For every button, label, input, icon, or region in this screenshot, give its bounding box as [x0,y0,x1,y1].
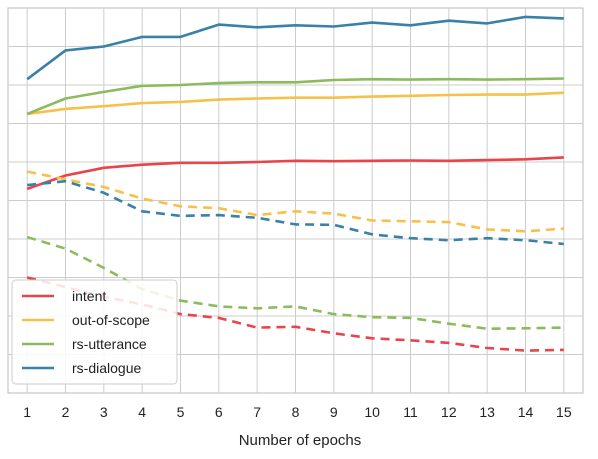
legend-label-rs-utterance: rs-utterance [72,336,147,352]
series-line-rs-utterance-dashed [26,235,564,331]
series-line-intent-solid [26,156,564,191]
legend-label-rs-dialogue: rs-dialogue [72,360,141,376]
legend-label-intent: intent [72,288,106,304]
series-line-rs-utterance-solid [26,77,564,116]
x-tick-label: 10 [364,404,380,420]
x-tick-label: 1 [23,404,31,420]
series-line-out-of-scope-solid [27,91,564,116]
x-tick-label: 3 [100,404,108,420]
x-tick-label: 14 [518,404,534,420]
x-tick-label: 15 [556,404,572,420]
x-axis-tick-labels: 1 2 3 4 5 6 7 8 9 10 11 12 13 14 15 [23,404,572,420]
x-tick-label: 5 [177,404,185,420]
legend-label-out-of-scope: out-of-scope [72,312,150,328]
x-tick-label: 7 [253,404,261,420]
legend-box [11,279,178,385]
x-tick-label: 13 [479,404,495,420]
x-axis-label: Number of epochs [239,432,362,449]
series-line-rs-dialogue-dashed [27,179,564,246]
x-tick-label: 11 [403,404,418,420]
x-tick-label: 12 [441,404,457,420]
x-tick-label: 6 [215,404,223,420]
x-tick-label: 2 [62,404,70,420]
series-line-out-of-scope-dashed [26,170,564,233]
x-tick-label: 9 [330,404,338,420]
series-line-rs-dialogue-solid [26,15,564,81]
legend: intent out-of-scope rs-utterance rs-dialogu… [11,279,178,385]
x-tick-label: 8 [292,404,300,420]
x-tick-label: 4 [138,404,146,420]
